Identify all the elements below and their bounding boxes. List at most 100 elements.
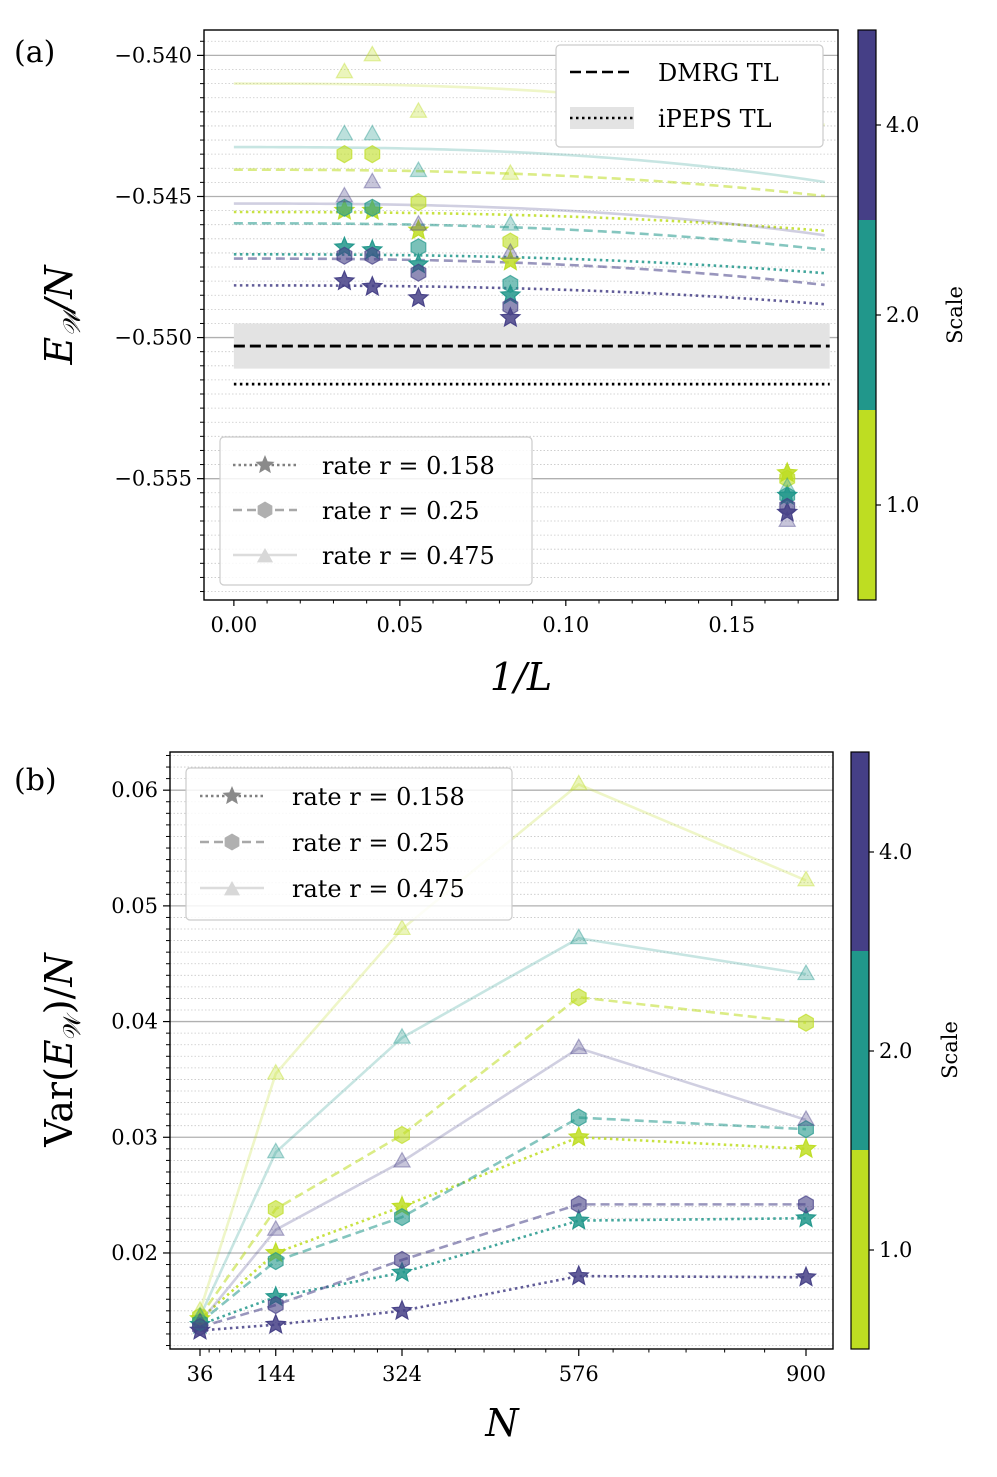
star-marker [795, 1137, 817, 1159]
colorbar-b-scale-4 [851, 752, 869, 951]
star-marker [499, 306, 522, 328]
triangle-marker [392, 1151, 412, 1168]
panel-a-plot-area [233, 45, 825, 527]
panel-a-frame [203, 29, 839, 601]
triangle-marker [796, 963, 816, 981]
star-marker [795, 1265, 817, 1287]
triangle-marker [778, 476, 797, 494]
x-tick-label: 0.15 [708, 613, 755, 637]
colorbar-b-tick-label: 1.0 [879, 1238, 912, 1262]
panel-b-x-axis-label: N [484, 1401, 520, 1445]
triangle-marker [501, 242, 520, 259]
x-tick-label: 0.00 [210, 613, 257, 637]
triangle-marker [501, 214, 520, 231]
triangle-marker [569, 774, 588, 791]
colorbar-b-scale-2 [851, 951, 869, 1150]
triangle-marker [796, 1109, 816, 1126]
panel-a-fit-curves [233, 82, 825, 306]
fit-curve-r0.475-s4 [233, 202, 825, 237]
star-marker [499, 249, 522, 271]
panel-a-y-axis-label: E𝒲/N [37, 264, 86, 366]
triangle-marker [778, 462, 797, 480]
legend-triangle-marker [256, 548, 274, 563]
triangle-marker [409, 160, 428, 178]
panel-a-reference-legend: DMRG TL iPEPS TL [555, 44, 824, 148]
panel-a: (a) 0.00 0.05 0.10 0.15 −0.540−0.545−0.550−… [14, 29, 967, 699]
y-tick-label: −0.555 [114, 467, 192, 491]
panel-b-markers [189, 774, 817, 1340]
star-marker [264, 1313, 287, 1335]
hexagon-marker [502, 232, 519, 251]
fit-curve-r0.158-s2 [233, 253, 825, 275]
fit-curve-r0.25-s1 [233, 168, 825, 198]
legend-hexagon-marker [257, 501, 273, 519]
triangle-marker [335, 186, 354, 203]
fit-curve-r0.158-s1 [233, 210, 825, 233]
hexagon-marker [570, 988, 587, 1007]
hexagon-marker [192, 1317, 208, 1337]
star-marker [567, 1264, 590, 1286]
x-tick-label: 0.10 [542, 613, 589, 637]
legend-ipeps-label: iPEPS TL [658, 105, 772, 133]
triangle-marker [363, 172, 382, 189]
hexagon-marker [570, 1108, 587, 1127]
colorbar-b-label: Scale [938, 1021, 962, 1079]
triangle-marker [266, 1142, 285, 1159]
colorbar-b-tick-label: 2.0 [879, 1039, 912, 1063]
series-line-r0.158-s1 [199, 1135, 807, 1320]
triangle-marker [335, 124, 354, 141]
colorbar-a-tick-label: 4.0 [886, 113, 919, 137]
panel-a-markers [333, 45, 799, 527]
x-tick-label: 36 [187, 1362, 214, 1386]
hexagon-marker [336, 246, 353, 265]
hexagon-marker [502, 297, 519, 316]
series-line-r0.25-s1 [198, 995, 807, 1318]
triangle-marker [190, 1312, 210, 1329]
rate-legend-box [219, 436, 533, 586]
panel-b: (b) 36 144 324 576 900 0.060.050.040.030.02 … [14, 751, 962, 1445]
colorbar-a-scale-4 [858, 30, 876, 220]
x-tick-label: 144 [256, 1362, 296, 1386]
triangle-marker [190, 1300, 210, 1317]
x-tick-label: 900 [786, 1362, 826, 1386]
triangle-marker [569, 1037, 588, 1055]
panel-a-y-ticks: −0.540 −0.545 −0.550 −0.555 [114, 43, 204, 491]
triangle-marker [266, 1063, 285, 1080]
y-tick-label: −0.545 [114, 184, 192, 208]
triangle-marker [569, 928, 588, 945]
triangle-marker [501, 163, 520, 180]
x-tick-label: 324 [382, 1362, 422, 1386]
y-tick-label: −0.550 [114, 326, 192, 350]
hexagon-marker [570, 1195, 587, 1214]
star-marker [361, 275, 384, 297]
y-tick-label: 0.03 [111, 1125, 158, 1149]
x-tick-label: 0.05 [376, 613, 423, 637]
panel-b-frame [169, 751, 834, 1350]
hexagon-marker [779, 497, 796, 517]
hexagon-marker [364, 144, 381, 164]
fit-curve-r0.25-s4 [233, 257, 825, 287]
panel-b-label: (b) [14, 763, 57, 798]
hexagon-marker [798, 1119, 814, 1139]
panel-a-x-ticks: 0.00 0.05 0.10 0.15 [210, 600, 799, 637]
hexagon-marker [798, 1013, 814, 1032]
star-marker [407, 218, 430, 240]
hexagon-marker [410, 238, 427, 257]
colorbar-a-scale-2 [858, 220, 876, 410]
panel-b-plot-area [189, 774, 817, 1340]
fit-curve-r0.158-s4 [233, 284, 825, 306]
y-tick-label: 0.04 [111, 1010, 158, 1034]
star-marker [567, 1125, 590, 1147]
legend-dmrg-label: DMRG TL [658, 59, 779, 87]
triangle-marker [778, 510, 797, 527]
colorbar-a-tick-label: 2.0 [886, 303, 919, 327]
triangle-marker [392, 1027, 412, 1044]
panel-b-colorbar: 1.0 2.0 4.0 Scale [850, 751, 962, 1350]
colorbar-b-tick-label: 4.0 [879, 840, 912, 864]
hexagon-marker [364, 198, 381, 217]
triangle-marker [409, 101, 428, 118]
legend-rate-475-label: rate r = 0.475 [322, 542, 495, 570]
triangle-marker [266, 1219, 285, 1236]
star-marker [333, 269, 356, 291]
triangle-marker [363, 45, 382, 62]
